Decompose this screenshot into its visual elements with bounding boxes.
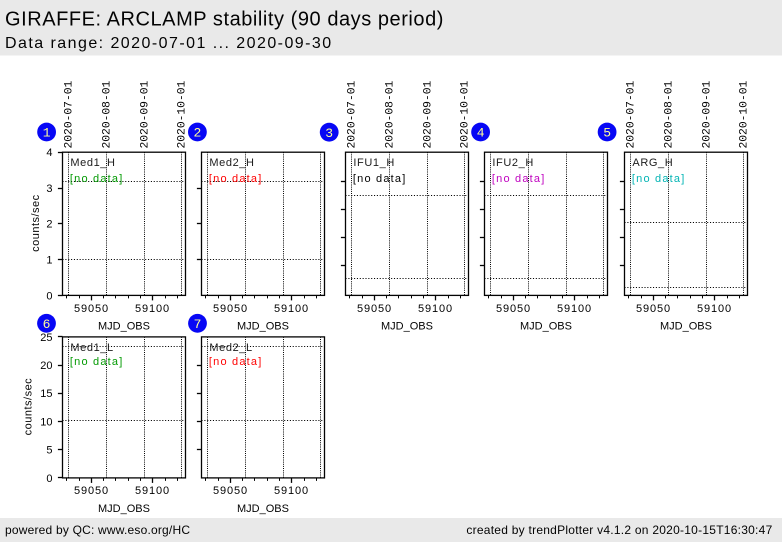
svg-text:GIRAFFE: ARCLAMP stability (90: GIRAFFE: ARCLAMP stability (90 days peri… <box>5 9 444 31</box>
svg-text:59050: 59050 <box>213 303 248 315</box>
svg-text:[no data]: [no data] <box>209 173 263 185</box>
svg-text:[no data]: [no data] <box>209 356 263 368</box>
svg-text:1: 1 <box>43 126 51 141</box>
svg-text:IFU2_H: IFU2_H <box>492 157 534 169</box>
svg-text:[no data]: [no data] <box>492 173 546 185</box>
svg-text:3: 3 <box>325 126 333 141</box>
svg-text:20: 20 <box>40 360 52 372</box>
svg-text:59100: 59100 <box>135 485 170 497</box>
svg-text:3: 3 <box>46 183 52 195</box>
svg-text:MJD_OBS: MJD_OBS <box>98 503 150 515</box>
svg-text:59100: 59100 <box>557 303 592 315</box>
svg-text:MJD_OBS: MJD_OBS <box>237 503 289 515</box>
svg-text:counts/sec: counts/sec <box>30 194 42 252</box>
svg-text:Med1_L: Med1_L <box>70 342 113 354</box>
svg-text:1: 1 <box>46 255 52 267</box>
svg-text:59050: 59050 <box>74 303 109 315</box>
svg-text:7: 7 <box>194 317 202 332</box>
svg-text:2020-07-01: 2020-07-01 <box>346 80 358 148</box>
svg-text:0: 0 <box>46 290 52 302</box>
svg-text:59100: 59100 <box>418 303 453 315</box>
svg-text:MJD_OBS: MJD_OBS <box>660 320 712 332</box>
svg-text:Med2_H: Med2_H <box>209 157 254 169</box>
svg-text:[no data]: [no data] <box>70 173 124 185</box>
svg-text:Med2_L: Med2_L <box>209 342 252 354</box>
svg-text:59050: 59050 <box>496 303 531 315</box>
svg-text:2020-10-01: 2020-10-01 <box>459 80 471 148</box>
svg-text:powered by QC: www.eso.org/HC: powered by QC: www.eso.org/HC <box>5 523 190 537</box>
svg-text:5: 5 <box>603 126 611 141</box>
svg-text:59050: 59050 <box>74 485 109 497</box>
svg-text:MJD_OBS: MJD_OBS <box>520 320 572 332</box>
svg-text:15: 15 <box>40 388 52 400</box>
svg-text:59100: 59100 <box>135 303 170 315</box>
svg-text:5: 5 <box>46 445 52 457</box>
svg-text:2020-09-01: 2020-09-01 <box>422 80 434 148</box>
svg-text:[no data]: [no data] <box>70 356 124 368</box>
svg-text:created by trendPlotter v4.1.2: created by trendPlotter v4.1.2 on 2020-1… <box>466 523 772 537</box>
svg-text:MJD_OBS: MJD_OBS <box>381 320 433 332</box>
svg-text:[no data]: [no data] <box>632 173 686 185</box>
svg-text:2020-07-01: 2020-07-01 <box>63 80 75 148</box>
svg-text:2: 2 <box>193 126 201 141</box>
svg-text:0: 0 <box>46 473 52 485</box>
svg-text:25: 25 <box>40 332 52 344</box>
svg-text:59100: 59100 <box>274 303 309 315</box>
svg-text:2020-07-01: 2020-07-01 <box>625 80 637 148</box>
svg-text:2020-09-01: 2020-09-01 <box>701 80 713 148</box>
svg-text:10: 10 <box>40 416 52 428</box>
svg-text:MJD_OBS: MJD_OBS <box>237 320 289 332</box>
svg-text:MJD_OBS: MJD_OBS <box>98 320 150 332</box>
svg-text:2020-10-01: 2020-10-01 <box>738 80 750 148</box>
svg-text:59100: 59100 <box>274 485 309 497</box>
svg-text:2: 2 <box>46 219 52 231</box>
svg-text:2020-08-01: 2020-08-01 <box>384 80 396 148</box>
svg-text:2020-09-01: 2020-09-01 <box>139 80 151 148</box>
svg-text:4: 4 <box>477 126 485 141</box>
svg-text:2020-10-01: 2020-10-01 <box>176 80 188 148</box>
svg-text:2020-08-01: 2020-08-01 <box>101 80 113 148</box>
svg-text:Med1_H: Med1_H <box>70 157 115 169</box>
svg-text:ARG_H: ARG_H <box>632 157 673 169</box>
svg-text:counts/sec: counts/sec <box>23 378 35 436</box>
svg-text:59100: 59100 <box>697 303 732 315</box>
svg-text:6: 6 <box>43 317 51 332</box>
svg-text:59050: 59050 <box>213 485 248 497</box>
svg-text:IFU1_H: IFU1_H <box>353 157 395 169</box>
svg-text:[no data]: [no data] <box>353 173 407 185</box>
svg-text:2020-08-01: 2020-08-01 <box>663 80 675 148</box>
svg-text:Data range: 2020-07-01 ... 202: Data range: 2020-07-01 ... 2020-09-30 <box>5 35 333 52</box>
svg-text:4: 4 <box>46 147 52 159</box>
svg-text:59050: 59050 <box>636 303 671 315</box>
svg-text:59050: 59050 <box>357 303 392 315</box>
